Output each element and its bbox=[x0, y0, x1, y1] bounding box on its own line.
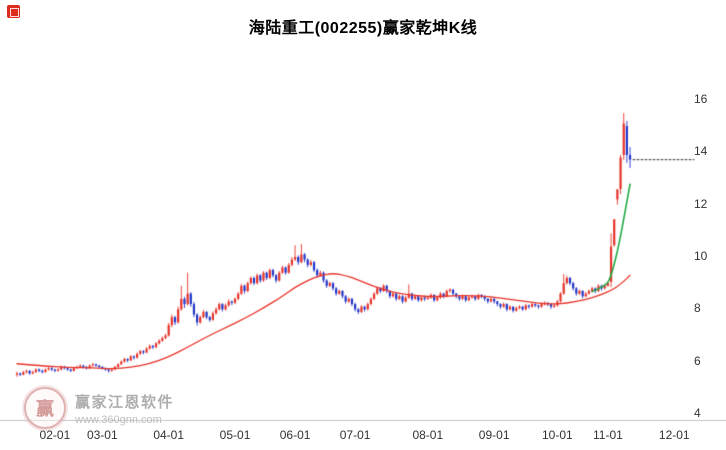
kline-chart-canvas[interactable] bbox=[0, 0, 726, 450]
